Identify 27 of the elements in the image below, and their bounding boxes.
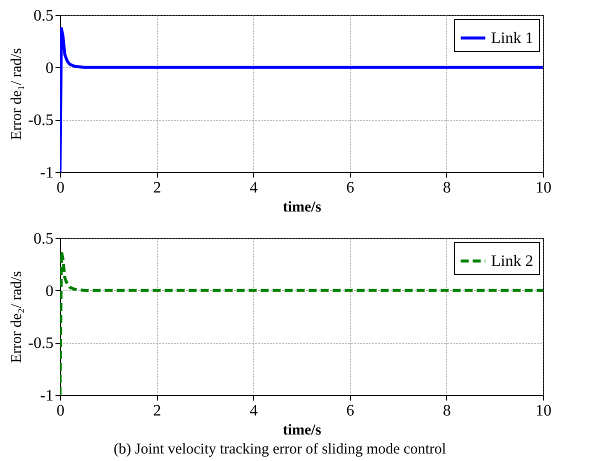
x-tick-label: 6 bbox=[346, 402, 354, 420]
y-tick-label: 0.5 bbox=[34, 8, 54, 24]
y-tick-label: -1 bbox=[40, 164, 54, 182]
x-tick-label: 0 bbox=[56, 180, 64, 196]
legend-label: Link 2 bbox=[491, 253, 534, 270]
x-tick-label: 8 bbox=[442, 402, 451, 420]
x-tick-label: 0 bbox=[56, 402, 64, 420]
x-tick-label: 6 bbox=[346, 180, 354, 196]
x-tick-label: 8 bbox=[442, 180, 451, 196]
x-tick-label: 4 bbox=[250, 402, 258, 420]
x-tick-label: 10 bbox=[536, 402, 552, 420]
x-axis-title: time/s bbox=[282, 200, 322, 216]
y-tick-label: 0.5 bbox=[34, 230, 54, 248]
x-tick-label: 2 bbox=[153, 402, 162, 420]
x-tick-label: 4 bbox=[250, 180, 258, 196]
x-tick-label: 2 bbox=[153, 180, 162, 196]
y-tick-label: 0 bbox=[46, 60, 54, 77]
y-axis-title: Error de₁/ rad/s bbox=[9, 48, 26, 140]
x-axis-title: time/s bbox=[282, 422, 322, 438]
y-tick-label: -1 bbox=[40, 388, 54, 404]
text: (b) Joint velocity tracking error of sliding mode control bbox=[114, 442, 446, 458]
legend-label: Link 1 bbox=[491, 30, 534, 47]
y-tick-label: -0.5 bbox=[28, 335, 54, 352]
x-tick-label: 10 bbox=[536, 180, 552, 196]
y-axis-title: Error de₂/ rad/s bbox=[9, 270, 26, 363]
y-tick-label: 0 bbox=[46, 282, 54, 300]
y-tick-label: -0.5 bbox=[28, 112, 54, 130]
